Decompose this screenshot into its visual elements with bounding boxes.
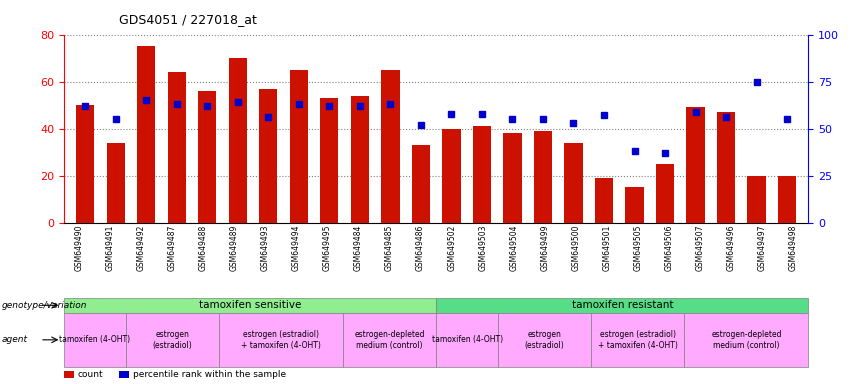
Text: tamoxifen (4-OHT): tamoxifen (4-OHT) [431,335,503,344]
Text: GSM649485: GSM649485 [386,225,394,271]
Bar [687,108,705,223]
Bar [684,313,808,367]
Text: agent: agent [2,335,28,344]
Bar [443,129,460,223]
Bar [64,371,74,378]
Bar [126,313,219,367]
Text: GSM649492: GSM649492 [137,225,146,271]
Text: percentile rank within the sample: percentile rank within the sample [133,370,286,379]
Text: GSM649507: GSM649507 [695,225,705,271]
Text: GSM649490: GSM649490 [75,225,84,271]
Text: GSM649502: GSM649502 [447,225,456,271]
Bar [498,313,591,367]
Text: GDS4051 / 227018_at: GDS4051 / 227018_at [119,13,257,26]
Text: GSM649486: GSM649486 [416,225,426,271]
Text: GSM649506: GSM649506 [665,225,673,271]
Text: GSM649489: GSM649489 [230,225,239,271]
Text: GSM649498: GSM649498 [788,225,797,271]
Text: GSM649496: GSM649496 [727,225,735,271]
Text: GSM649501: GSM649501 [603,225,611,271]
Text: tamoxifen resistant: tamoxifen resistant [572,300,673,310]
Bar [473,126,491,223]
Bar [591,313,684,367]
Text: estrogen (estradiol)
+ tamoxifen (4-OHT): estrogen (estradiol) + tamoxifen (4-OHT) [241,330,321,349]
Bar [436,298,808,313]
Text: genotype/variation: genotype/variation [2,301,87,310]
Text: GSM649493: GSM649493 [261,225,270,271]
Bar [564,143,583,223]
Text: GSM649499: GSM649499 [540,225,549,271]
Bar [436,313,498,367]
Text: estrogen (estradiol)
+ tamoxifen (4-OHT): estrogen (estradiol) + tamoxifen (4-OHT) [598,330,677,349]
Text: GSM649484: GSM649484 [354,225,363,271]
Bar [119,371,129,378]
Text: GSM649504: GSM649504 [509,225,518,271]
Bar [778,176,797,223]
Bar [229,58,247,223]
Text: GSM649491: GSM649491 [106,225,115,271]
Bar [64,313,126,367]
Bar [198,91,216,223]
Bar [168,72,186,223]
Text: GSM649505: GSM649505 [633,225,643,271]
Text: estrogen
(estradiol): estrogen (estradiol) [525,330,564,349]
Bar [260,89,277,223]
Bar [351,96,369,223]
Bar [137,46,156,223]
Bar [343,313,436,367]
Text: GSM649488: GSM649488 [199,225,208,271]
Text: GSM649495: GSM649495 [323,225,332,271]
Text: tamoxifen sensitive: tamoxifen sensitive [199,300,301,310]
Text: estrogen
(estradiol): estrogen (estradiol) [152,330,192,349]
Bar [747,176,766,223]
Bar [64,298,436,313]
Bar [595,178,613,223]
Text: GSM649487: GSM649487 [168,225,177,271]
Bar [534,131,552,223]
Text: tamoxifen (4-OHT): tamoxifen (4-OHT) [60,335,130,344]
Text: estrogen-depleted
medium (control): estrogen-depleted medium (control) [354,330,425,349]
Bar [289,70,308,223]
Text: count: count [77,370,103,379]
Bar [106,143,125,223]
Bar [219,313,343,367]
Bar [412,145,430,223]
Bar [76,105,94,223]
Text: GSM649503: GSM649503 [478,225,487,271]
Bar [656,164,674,223]
Bar [320,98,339,223]
Bar [503,133,522,223]
Text: GSM649497: GSM649497 [757,225,767,271]
Bar [717,112,735,223]
Bar [381,70,399,223]
Text: GSM649494: GSM649494 [292,225,301,271]
Bar [625,187,643,223]
Text: GSM649500: GSM649500 [571,225,580,271]
Text: estrogen-depleted
medium (control): estrogen-depleted medium (control) [711,330,782,349]
